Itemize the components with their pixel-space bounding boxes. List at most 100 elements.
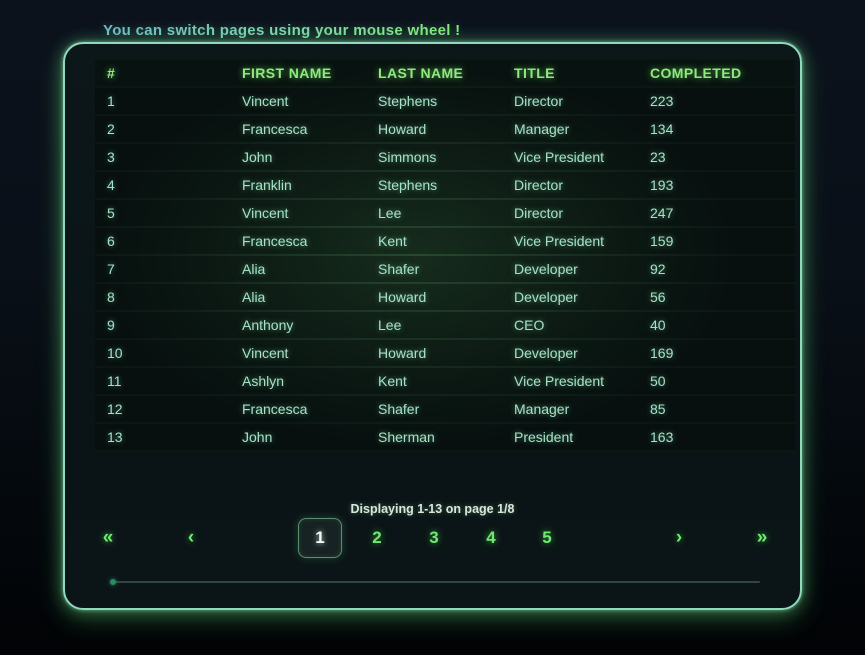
- last-page-button[interactable]: »: [756, 527, 768, 548]
- table-cell-last: Stephens: [378, 93, 438, 109]
- table-cell-first: Alia: [242, 289, 266, 305]
- header-first-name: FIRST NAME: [242, 65, 332, 81]
- table-cell-first: Francesca: [242, 401, 308, 417]
- table-cell-num: 2: [107, 121, 115, 137]
- table-row: 6 Francesca Kent Vice President 159: [95, 228, 795, 254]
- table-cell-last: Sherman: [378, 429, 435, 445]
- table-body: 1 Vincent Stephens Director 223 2 Francesca How…: [95, 88, 795, 450]
- table-header-row: # FIRST NAME LAST NAME TITLE COMPLETED: [95, 60, 795, 86]
- table-cell-completed: 40: [650, 317, 666, 333]
- table-cell-num: 10: [107, 345, 123, 361]
- table-cell-completed: 247: [650, 205, 674, 221]
- table-cell-completed: 85: [650, 401, 666, 417]
- table-cell-title: Director: [514, 177, 564, 193]
- table-row: 2 Francesca Howard Manager 134: [95, 116, 795, 142]
- table-cell-num: 9: [107, 317, 115, 333]
- table-row: 12 Francesca Shafer Manager 85: [95, 396, 795, 422]
- table-cell-num: 11: [107, 373, 122, 389]
- table-cell-completed: 92: [650, 261, 666, 277]
- table-cell-num: 13: [107, 429, 123, 445]
- table-cell-completed: 23: [650, 149, 666, 165]
- table-row: 4 Franklin Stephens Director 193: [95, 172, 795, 198]
- page-button-5[interactable]: 5: [542, 528, 552, 547]
- table-cell-first: Francesca: [242, 233, 308, 249]
- table-cell-first: Alia: [242, 261, 266, 277]
- scroll-track: [110, 579, 760, 585]
- table-cell-num: 5: [107, 205, 115, 221]
- table-cell-num: 3: [107, 149, 115, 165]
- table-cell-last: Howard: [378, 289, 427, 305]
- first-page-button[interactable]: «: [102, 527, 114, 548]
- table-cell-first: Vincent: [242, 345, 289, 361]
- table-cell-title: Developer: [514, 261, 578, 277]
- table-cell-title: Developer: [514, 345, 578, 361]
- table-cell-first: Francesca: [242, 121, 308, 137]
- header-completed: COMPLETED: [650, 65, 742, 81]
- table-cell-first: John: [242, 149, 273, 165]
- table-cell-completed: 134: [650, 121, 674, 137]
- table-row: 3 John Simmons Vice President 23: [95, 144, 795, 170]
- table-cell-title: Director: [514, 93, 564, 109]
- table-cell-title: Director: [514, 205, 564, 221]
- table-cell-first: Ashlyn: [242, 373, 285, 389]
- table-cell-last: Kent: [378, 373, 407, 389]
- scroll-thumb[interactable]: [110, 579, 116, 585]
- table-cell-last: Simmons: [378, 149, 437, 165]
- table-row: 1 Vincent Stephens Director 223: [95, 88, 795, 114]
- table-cell-last: Lee: [378, 205, 402, 221]
- table-cell-title: Vice President: [514, 373, 605, 389]
- table-cell-num: 12: [107, 401, 123, 417]
- table-cell-title: Manager: [514, 401, 570, 417]
- table-cell-completed: 159: [650, 233, 674, 249]
- table-cell-title: Vice President: [514, 149, 605, 165]
- table-cell-num: 1: [107, 93, 115, 109]
- table-cell-last: Howard: [378, 345, 427, 361]
- table-row: 10 Vincent Howard Developer 169: [95, 340, 795, 366]
- table-cell-title: Vice President: [514, 233, 605, 249]
- table-cell-title: Manager: [514, 121, 570, 137]
- mouse-wheel-hint: You can switch pages using your mouse wh…: [103, 22, 461, 39]
- table-cell-completed: 50: [650, 373, 666, 389]
- table-row: 13 John Sherman President 163: [95, 424, 795, 450]
- table-cell-first: Franklin: [242, 177, 292, 193]
- prev-page-button[interactable]: ‹: [187, 527, 195, 548]
- table-row: 5 Vincent Lee Director 247: [95, 200, 795, 226]
- table-cell-first: Vincent: [242, 205, 289, 221]
- table-row: 11 Ashlyn Kent Vice President 50: [95, 368, 795, 394]
- table-cell-title: President: [514, 429, 574, 445]
- table-cell-first: Vincent: [242, 93, 289, 109]
- data-table: # FIRST NAME LAST NAME TITLE COMPLETED 1…: [95, 58, 795, 452]
- table-cell-completed: 169: [650, 345, 674, 361]
- header-last-name: LAST NAME: [378, 65, 464, 81]
- table-cell-first: Anthony: [242, 317, 294, 333]
- table-cell-title: Developer: [514, 289, 578, 305]
- table-cell-num: 4: [107, 177, 115, 193]
- table-cell-last: Shafer: [378, 261, 420, 277]
- table-cell-completed: 193: [650, 177, 674, 193]
- page-button-3[interactable]: 3: [429, 528, 439, 547]
- pagination-status: Displaying 1-13 on page 1/8: [350, 502, 515, 516]
- header-num: #: [107, 65, 116, 81]
- table-panel: # FIRST NAME LAST NAME TITLE COMPLETED 1…: [63, 42, 802, 610]
- table-row: 7 Alia Shafer Developer 92: [95, 256, 795, 282]
- table-cell-num: 8: [107, 289, 115, 305]
- table-cell-first: John: [242, 429, 273, 445]
- table-cell-last: Howard: [378, 121, 427, 137]
- table-cell-last: Stephens: [378, 177, 438, 193]
- table-cell-completed: 223: [650, 93, 674, 109]
- header-title: TITLE: [514, 65, 555, 81]
- page-button-4[interactable]: 4: [486, 528, 496, 547]
- data-table-container: # FIRST NAME LAST NAME TITLE COMPLETED 1…: [95, 58, 795, 452]
- page-button-1[interactable]: 1: [298, 518, 342, 558]
- table-cell-last: Kent: [378, 233, 407, 249]
- table-cell-last: Shafer: [378, 401, 420, 417]
- next-page-button[interactable]: ›: [675, 527, 683, 548]
- table-row: 9 Anthony Lee CEO 40: [95, 312, 795, 338]
- table-cell-last: Lee: [378, 317, 402, 333]
- table-row: 8 Alia Howard Developer 56: [95, 284, 795, 310]
- table-cell-num: 6: [107, 233, 115, 249]
- table-cell-completed: 56: [650, 289, 666, 305]
- table-cell-completed: 163: [650, 429, 674, 445]
- page-button-2[interactable]: 2: [372, 528, 382, 547]
- table-cell-num: 7: [107, 261, 115, 277]
